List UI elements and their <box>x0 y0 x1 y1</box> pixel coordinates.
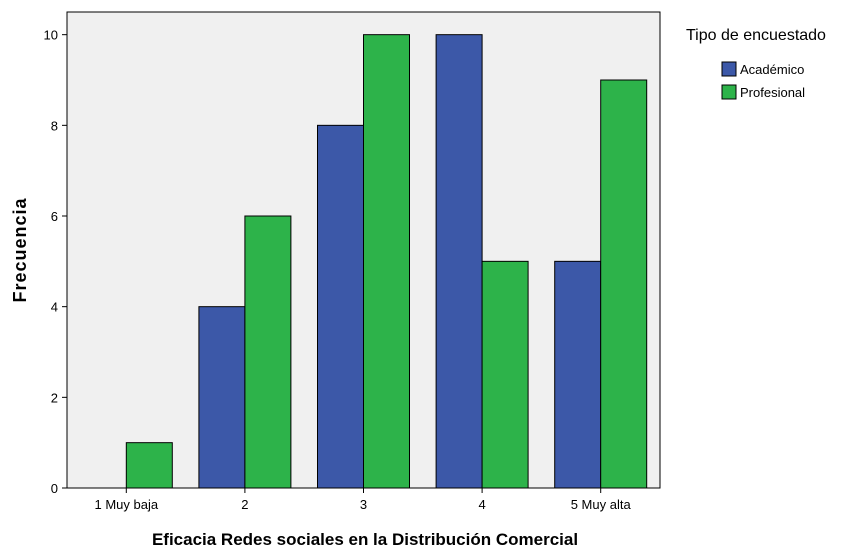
x-tick-label: 3 <box>360 497 367 512</box>
bar-profesional-4 <box>481 260 529 489</box>
y-tick-label: 0 <box>51 481 58 496</box>
legend-swatch <box>721 84 737 100</box>
bar-acad-mico-2 <box>198 306 246 489</box>
bar-acad-mico-3 <box>317 124 364 489</box>
x-tick-label: 5 Muy alta <box>571 497 632 512</box>
bar-profesional-5 <box>600 79 648 489</box>
x-tick-label: 1 Muy baja <box>95 497 159 512</box>
y-tick-label: 4 <box>51 300 58 315</box>
y-axis: 0 2 4 6 8 10 <box>44 28 67 496</box>
y-tick-label: 8 <box>51 118 58 133</box>
legend: Tipo de encuestado Académico Profesional <box>686 27 826 100</box>
legend-items: Académico Profesional <box>721 61 805 100</box>
y-tick-label: 10 <box>44 28 58 43</box>
bars-layer <box>125 34 648 489</box>
bar-profesional-2 <box>244 215 292 489</box>
bar-acad-mico-4 <box>435 34 483 489</box>
legend-swatch <box>721 61 737 77</box>
y-tick-label: 2 <box>51 390 58 405</box>
bar-profesional-1 <box>125 442 173 489</box>
legend-label: Académico <box>740 62 804 77</box>
y-tick-label: 6 <box>51 209 58 224</box>
legend-title: Tipo de encuestado <box>686 27 826 44</box>
x-axis-title: Eficacia Redes sociales en la Distribuci… <box>152 530 578 549</box>
x-tick-label: 4 <box>478 497 485 512</box>
x-axis: 1 Muy baja 2 3 4 5 Muy alta <box>95 488 632 512</box>
bar-profesional-3 <box>363 34 410 489</box>
bar-acad-mico-5 <box>554 260 602 489</box>
x-tick-label: 2 <box>241 497 248 512</box>
y-axis-title: Frecuencia <box>10 197 30 302</box>
legend-label: Profesional <box>740 85 805 100</box>
